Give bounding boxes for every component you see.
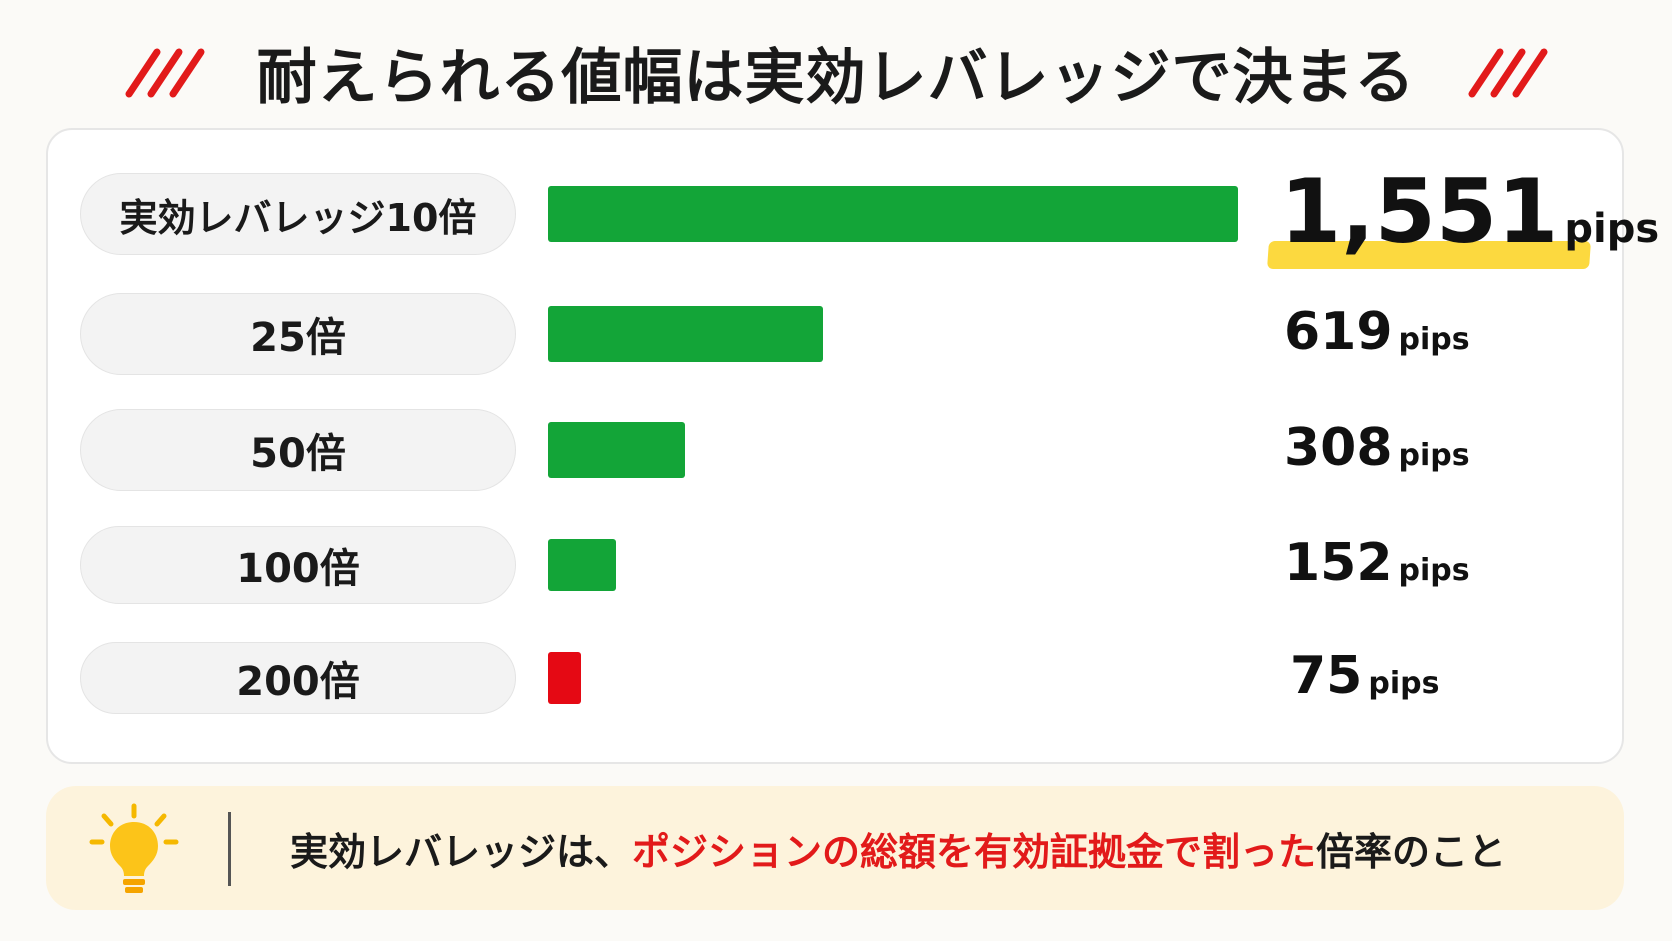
note-prefix: 実効レバレッジは、 bbox=[290, 829, 633, 874]
lightbulb-icon bbox=[89, 803, 179, 893]
chart-card: 実効レバレッジ10倍 1,551 pips 25倍 619 pips 50倍 308 pips 1… bbox=[46, 128, 1659, 764]
value-number: 152 bbox=[1284, 533, 1393, 593]
value-label: 1,551 pips bbox=[1280, 160, 1659, 263]
value-label: 152 pips bbox=[1284, 533, 1470, 593]
value-unit: pips bbox=[1398, 438, 1470, 473]
value-unit: pips bbox=[1398, 322, 1470, 357]
note-box: 実効レバレッジは、 ポジションの総額を有効証拠金で割った 倍率のこと bbox=[46, 786, 1624, 910]
value-number: 1,551 bbox=[1280, 160, 1559, 263]
bar bbox=[548, 186, 1238, 242]
note-text: 実効レバレッジは、 ポジションの総額を有効証拠金で割った 倍率のこと bbox=[290, 786, 1506, 910]
bar bbox=[548, 306, 823, 362]
value-number: 75 bbox=[1290, 646, 1363, 706]
value-unit: pips bbox=[1398, 553, 1470, 588]
value-label: 75 pips bbox=[1290, 646, 1439, 706]
category-label: 100倍 bbox=[80, 526, 516, 604]
category-label: 実効レバレッジ10倍 bbox=[80, 173, 516, 255]
note-highlight: ポジションの総額を有効証拠金で割った bbox=[632, 829, 1317, 874]
value-number: 308 bbox=[1284, 418, 1393, 478]
bar bbox=[548, 652, 581, 704]
category-label: 25倍 bbox=[80, 293, 516, 375]
note-suffix: 倍率のこと bbox=[1316, 829, 1507, 874]
value-unit: pips bbox=[1564, 206, 1660, 252]
value-label: 619 pips bbox=[1284, 302, 1470, 362]
bar bbox=[548, 539, 616, 591]
page-title: 耐えられる値幅は実効レバレッジで決まる bbox=[256, 42, 1416, 113]
value-label: 308 pips bbox=[1284, 418, 1470, 478]
value-unit: pips bbox=[1368, 666, 1440, 701]
note-divider bbox=[228, 812, 231, 886]
category-label: 50倍 bbox=[80, 409, 516, 491]
right-slash-decoration bbox=[1468, 48, 1547, 98]
category-label: 200倍 bbox=[80, 642, 516, 714]
value-number: 619 bbox=[1284, 302, 1393, 362]
left-slash-decoration bbox=[125, 48, 204, 98]
title-row: 耐えられる値幅は実効レバレッジで決まる bbox=[0, 22, 1672, 122]
bar bbox=[548, 422, 685, 478]
